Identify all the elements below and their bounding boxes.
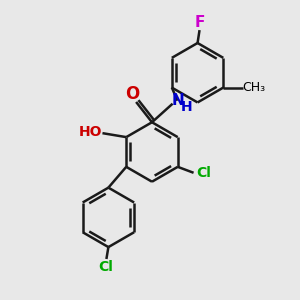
Text: Cl: Cl: [98, 260, 113, 274]
Text: HO: HO: [79, 125, 102, 139]
Text: F: F: [194, 15, 205, 30]
Text: H: H: [181, 100, 192, 114]
Text: CH₃: CH₃: [242, 81, 266, 94]
Text: Cl: Cl: [196, 166, 211, 180]
Text: O: O: [125, 85, 139, 103]
Text: N: N: [171, 93, 184, 108]
